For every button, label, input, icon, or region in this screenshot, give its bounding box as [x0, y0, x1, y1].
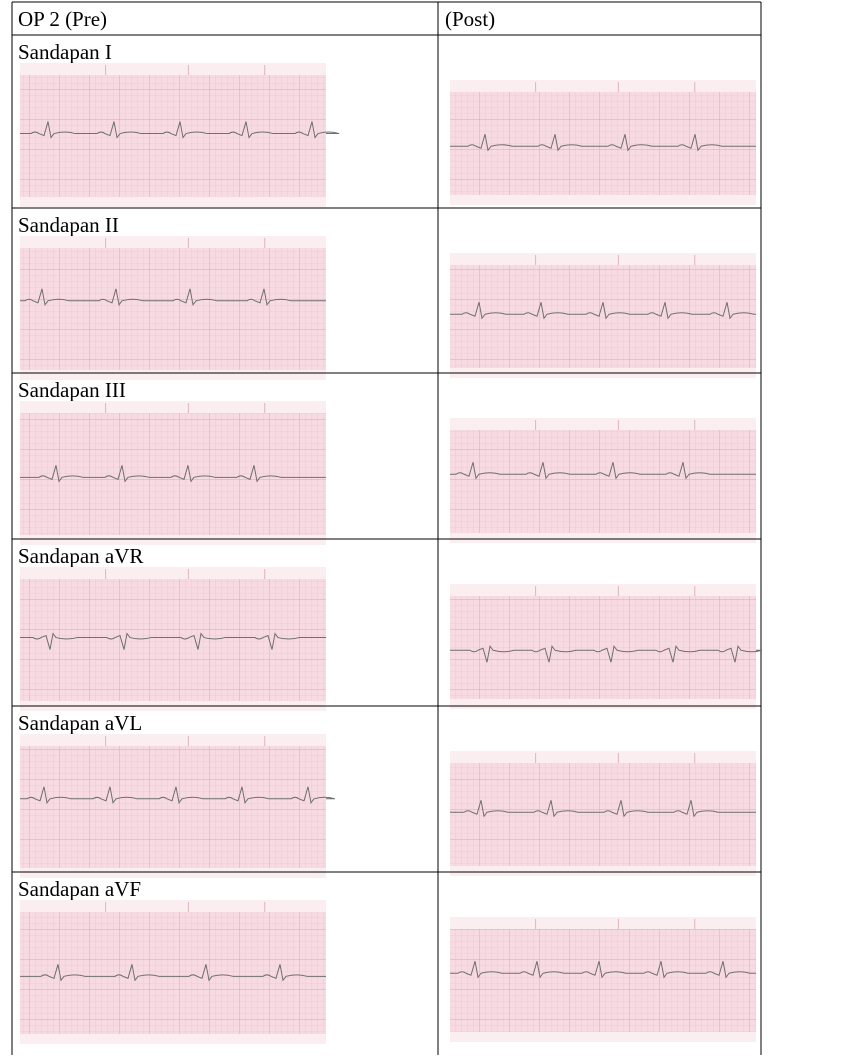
lead-label: Sandapan aVL	[18, 711, 142, 735]
strip-footer	[450, 1032, 756, 1042]
strip-header	[20, 63, 326, 75]
strip-grid	[20, 912, 326, 1034]
strip-grid	[450, 430, 756, 533]
ecg-strip	[20, 900, 326, 1044]
lead-label: Sandapan aVF	[18, 877, 141, 901]
strip-grid	[450, 92, 756, 195]
strip-footer	[450, 195, 756, 205]
ecg-strip	[450, 418, 756, 543]
ecg-strip	[450, 253, 756, 378]
strip-header	[20, 401, 326, 413]
ecg-strip	[450, 917, 756, 1042]
lead-label: Sandapan aVR	[18, 544, 143, 568]
strip-footer	[450, 866, 756, 876]
strip-header	[450, 751, 756, 763]
page: {"table": {"header": ["OP 2 (Pre)", "(Po…	[0, 0, 857, 1055]
strip-header	[450, 253, 756, 265]
strip-header	[450, 584, 756, 596]
strip-header	[20, 236, 326, 248]
ecg-strip	[450, 80, 756, 205]
header-pre: OP 2 (Pre)	[18, 7, 107, 31]
ecg-strip	[20, 734, 335, 878]
strip-grid	[20, 746, 326, 868]
strip-grid	[20, 248, 326, 370]
strip-header	[450, 80, 756, 92]
strip-grid	[450, 763, 756, 866]
strip-grid	[450, 929, 756, 1032]
lead-label: Sandapan I	[18, 40, 112, 64]
ecg-table: OP 2 (Pre) (Post) Sandapan I Sandapan II S…	[0, 0, 857, 1055]
strip-footer	[20, 197, 326, 207]
strip-grid	[450, 265, 756, 368]
strip-footer	[20, 1034, 326, 1044]
strip-footer	[450, 699, 756, 709]
lead-label: Sandapan II	[18, 213, 119, 237]
strip-grid	[450, 596, 756, 699]
strip-grid	[20, 75, 326, 197]
strip-grid	[20, 579, 326, 701]
strip-header	[20, 734, 326, 746]
header-post: (Post)	[445, 7, 495, 31]
strip-footer	[450, 533, 756, 543]
strip-header	[20, 900, 326, 912]
ecg-strip	[450, 751, 756, 876]
ecg-strip	[20, 63, 339, 207]
strip-grid	[20, 413, 326, 535]
ecg-strip	[20, 567, 326, 711]
ecg-strip	[20, 401, 326, 545]
strip-header	[450, 418, 756, 430]
lead-label: Sandapan III	[18, 378, 126, 402]
ecg-strip	[20, 236, 326, 380]
strip-header	[450, 917, 756, 929]
strip-header	[20, 567, 326, 579]
ecg-strip	[450, 584, 762, 709]
